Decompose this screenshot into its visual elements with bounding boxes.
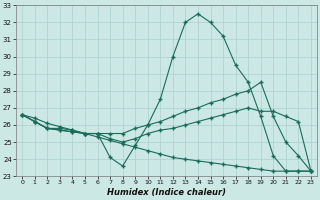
X-axis label: Humidex (Indice chaleur): Humidex (Indice chaleur) — [107, 188, 226, 197]
